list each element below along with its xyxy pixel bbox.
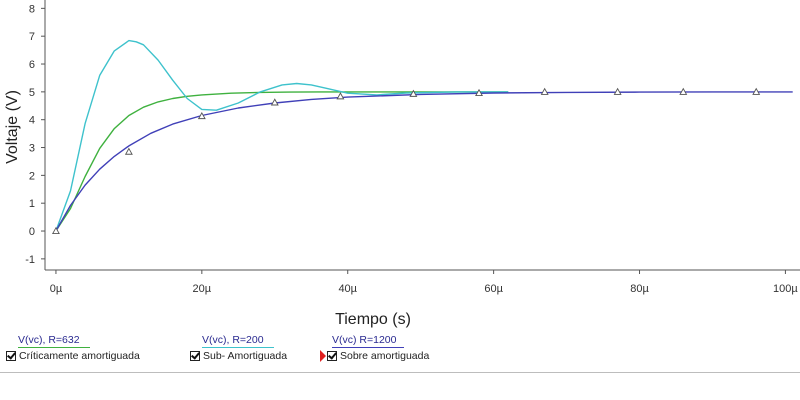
series-line-1 xyxy=(55,91,509,232)
series-marker xyxy=(679,87,688,95)
legend-trace-name: V(vc), R=200 xyxy=(202,334,287,348)
active-trace-flag-icon xyxy=(320,350,326,362)
series-marker xyxy=(613,87,622,95)
checkbox-icon[interactable] xyxy=(190,351,200,361)
series-marker xyxy=(409,89,418,97)
y-tick-label: 3 xyxy=(29,143,35,155)
y-tick-label: 2 xyxy=(29,170,35,182)
series-marker xyxy=(336,92,345,100)
marker-layer xyxy=(51,87,761,235)
x-tick-label: 40µ xyxy=(338,283,357,295)
series-line-3 xyxy=(55,91,793,232)
legend-trace-name: V(vc), R=632 xyxy=(18,334,140,348)
y-tick-label: -1 xyxy=(25,254,35,266)
y-tick-label: 1 xyxy=(29,198,35,210)
series-marker xyxy=(540,87,549,95)
legend-description: Críticamente amortiguada xyxy=(19,350,140,362)
legend-trace-name: V(vc) R=1200 xyxy=(332,334,429,348)
y-tick-label: 6 xyxy=(29,59,35,71)
x-tick-label: 0µ xyxy=(50,283,63,295)
legend-swatch xyxy=(202,347,274,348)
x-tick-label: 20µ xyxy=(193,283,212,295)
x-axis-title: Tiempo (s) xyxy=(335,311,411,328)
series-layer xyxy=(55,39,793,232)
x-tick-label: 60µ xyxy=(484,283,503,295)
series-marker xyxy=(752,87,761,95)
y-tick-label: 4 xyxy=(29,115,35,127)
legend-swatch xyxy=(18,347,90,348)
legend: V(vc), R=632 Críticamente amortiguada V(… xyxy=(6,334,786,370)
x-axis: 0µ 20µ 40µ 60µ 80µ 100µ xyxy=(50,270,798,295)
legend-description: Sub- Amortiguada xyxy=(203,350,288,362)
y-axis: -1 0 1 2 3 4 5 6 7 8 xyxy=(25,3,45,266)
series-marker xyxy=(51,226,60,235)
y-tick-label: 7 xyxy=(29,31,35,43)
series-marker xyxy=(197,111,206,120)
legend-swatch xyxy=(332,347,404,348)
y-tick-label: 5 xyxy=(29,87,35,99)
y-tick-label: 0 xyxy=(29,226,35,238)
transient-response-chart: -1 0 1 2 3 4 5 6 7 8 0µ 20µ 40µ 60µ 80µ 100µ Tiempo (s… xyxy=(4,0,800,328)
legend-item-critical[interactable]: V(vc), R=632 Críticamente amortiguada xyxy=(6,334,140,362)
series-marker xyxy=(475,88,483,96)
checkbox-icon[interactable] xyxy=(327,351,337,361)
x-tick-label: 100µ xyxy=(773,283,798,295)
series-marker xyxy=(270,98,279,106)
y-axis-title: Voltaje (V) xyxy=(4,90,21,164)
legend-description: Sobre amortiguada xyxy=(340,350,430,362)
y-tick-label: 8 xyxy=(29,3,35,15)
legend-item-overdamped[interactable]: V(vc) R=1200 Sobre amortiguada xyxy=(320,334,429,362)
series-marker xyxy=(124,147,133,155)
plot-area xyxy=(44,0,800,271)
x-tick-label: 80µ xyxy=(630,283,649,295)
series-line-2 xyxy=(55,39,509,232)
checkbox-icon[interactable] xyxy=(6,351,16,361)
divider xyxy=(0,372,800,373)
legend-item-underdamped[interactable]: V(vc), R=200 Sub- Amortiguada xyxy=(190,334,287,362)
